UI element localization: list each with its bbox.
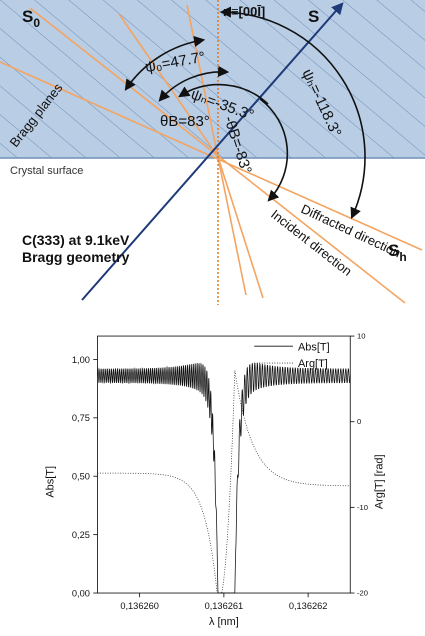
abs-t-series (97, 362, 351, 594)
y-left-tick-label: 0,00 (72, 588, 90, 598)
y-axis-left-label: Abs[T] (45, 466, 57, 498)
legend-arg-label: Arg[T] (298, 358, 328, 370)
x-tick-label: 0,136260 (120, 601, 159, 611)
thetab-label: θB=83° (160, 113, 210, 130)
legend: Abs[T] Arg[T] (254, 341, 330, 370)
x-axis-label: λ [nm] (209, 616, 239, 628)
sh-label: Sh (388, 241, 407, 264)
psi0-arc (124, 35, 206, 91)
y-left-tick-label: 1,00 (72, 355, 90, 365)
angle-arcs (124, 6, 366, 220)
minus-thetab-arc (259, 98, 289, 202)
lower-beam-line (217, 156, 264, 299)
s-label: S (308, 7, 319, 26)
axis-ticks (93, 335, 355, 598)
x-tick-label: 0,136262 (289, 601, 328, 611)
reflection-title-line2: Bragg geometry (22, 249, 130, 265)
y-right-tick-label: 0 (357, 417, 361, 426)
y-axis-right-label: Arg[T] [rad] (373, 454, 385, 509)
s0-label: S0 (22, 7, 40, 30)
y-left-tick-label: 0,75 (72, 413, 90, 423)
y-left-tick-label: 0,50 (72, 472, 90, 482)
bragg-geometry-diagram: S0 S n≡[00Ī] ψ₀=47.7° ψₙ=-35.3° ψₕ=-118.… (0, 0, 425, 305)
reflection-title-line1: C(333) at 9.1keV (22, 232, 130, 248)
y-right-tick-label: -10 (357, 503, 368, 512)
normal-label: n≡[00Ī] (223, 4, 265, 19)
y-right-tick-label: 10 (357, 332, 365, 341)
legend-abs-label: Abs[T] (298, 341, 330, 353)
transmission-chart: 0,136260 0,136261 0,136262 0,00 0,25 0,50 0,75… (45, 332, 386, 628)
tick-labels: 0,136260 0,136261 0,136262 0,00 0,25 0,50 0,75… (72, 332, 368, 611)
x-tick-label: 0,136261 (205, 601, 244, 611)
arg-t-series (97, 370, 351, 594)
psin-arc (158, 65, 230, 102)
psih-arc (219, 6, 366, 220)
y-right-tick-label: -20 (357, 589, 368, 598)
y-left-tick-label: 0,25 (72, 530, 90, 540)
crystal-surface-label: Crystal surface (10, 165, 83, 177)
